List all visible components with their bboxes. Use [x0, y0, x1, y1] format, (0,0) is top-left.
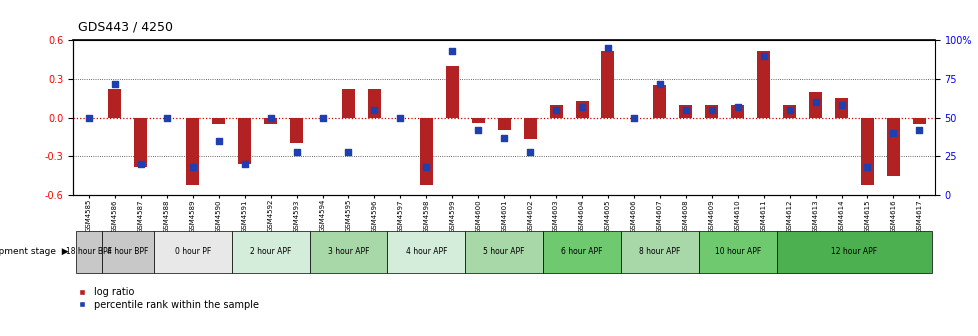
Bar [652, 85, 666, 118]
Bar [289, 118, 303, 143]
Bar [212, 118, 225, 124]
Bar [387, 231, 465, 273]
Text: 12 hour APF: 12 hour APF [830, 248, 876, 256]
Text: 18 hour BPF: 18 hour BPF [66, 248, 111, 256]
Bar [134, 118, 148, 167]
Bar [756, 51, 770, 118]
Bar [102, 231, 154, 273]
Bar [776, 231, 931, 273]
Point [885, 130, 901, 136]
Point [469, 127, 485, 133]
Bar [445, 66, 459, 118]
Bar [679, 105, 691, 118]
Point [626, 115, 642, 120]
Point [237, 161, 252, 167]
Text: development stage  ▶: development stage ▶ [0, 248, 68, 256]
Point [81, 115, 97, 120]
Point [314, 115, 330, 120]
Point [574, 104, 590, 110]
Point [210, 138, 226, 143]
Bar [698, 231, 776, 273]
Bar [186, 118, 200, 184]
Point [262, 115, 278, 120]
Point [833, 102, 849, 108]
Text: 5 hour APF: 5 hour APF [483, 248, 524, 256]
Text: 8 hour APF: 8 hour APF [639, 248, 680, 256]
Bar [497, 118, 511, 130]
Bar [834, 98, 847, 118]
Bar [911, 118, 925, 124]
Text: 2 hour APF: 2 hour APF [249, 248, 291, 256]
Point [107, 81, 122, 86]
Legend: log ratio, percentile rank within the sample: log ratio, percentile rank within the sa… [78, 287, 258, 310]
Text: 3 hour APF: 3 hour APF [328, 248, 369, 256]
Bar [860, 118, 873, 184]
Bar [368, 89, 380, 118]
Point [730, 104, 745, 110]
Point [807, 99, 822, 105]
Text: 10 hour APF: 10 hour APF [714, 248, 760, 256]
Text: 4 hour APF: 4 hour APF [405, 248, 447, 256]
Point [158, 115, 174, 120]
Point [859, 164, 874, 170]
Bar [731, 105, 743, 118]
Point [496, 135, 511, 140]
Point [340, 149, 356, 154]
Point [366, 107, 381, 113]
Point [418, 164, 433, 170]
Point [522, 149, 538, 154]
Bar [782, 105, 795, 118]
Bar [600, 51, 614, 118]
Bar [109, 89, 121, 118]
Point [600, 45, 615, 51]
Bar [575, 101, 588, 118]
Text: GDS443 / 4250: GDS443 / 4250 [78, 20, 173, 34]
Bar [543, 231, 620, 273]
Bar [232, 231, 309, 273]
Point [185, 164, 200, 170]
Bar [549, 105, 562, 118]
Point [444, 48, 460, 54]
Bar [341, 89, 355, 118]
Bar [704, 105, 718, 118]
Point [911, 127, 926, 133]
Point [289, 149, 304, 154]
Point [755, 53, 771, 58]
Point [133, 161, 149, 167]
Bar [471, 118, 484, 123]
Bar [154, 231, 232, 273]
Point [548, 107, 563, 113]
Point [392, 115, 408, 120]
Bar [465, 231, 543, 273]
Point [651, 81, 667, 86]
Point [678, 107, 693, 113]
Text: 4 hour BPF: 4 hour BPF [108, 248, 149, 256]
Point [781, 107, 797, 113]
Bar [620, 231, 698, 273]
Text: 0 hour PF: 0 hour PF [174, 248, 210, 256]
Bar [886, 118, 899, 175]
Text: 6 hour APF: 6 hour APF [560, 248, 602, 256]
Bar [808, 92, 822, 118]
Bar [76, 231, 102, 273]
Bar [523, 118, 536, 139]
Bar [238, 118, 251, 164]
Bar [309, 231, 387, 273]
Bar [264, 118, 277, 124]
Point [703, 107, 719, 113]
Bar [420, 118, 432, 184]
